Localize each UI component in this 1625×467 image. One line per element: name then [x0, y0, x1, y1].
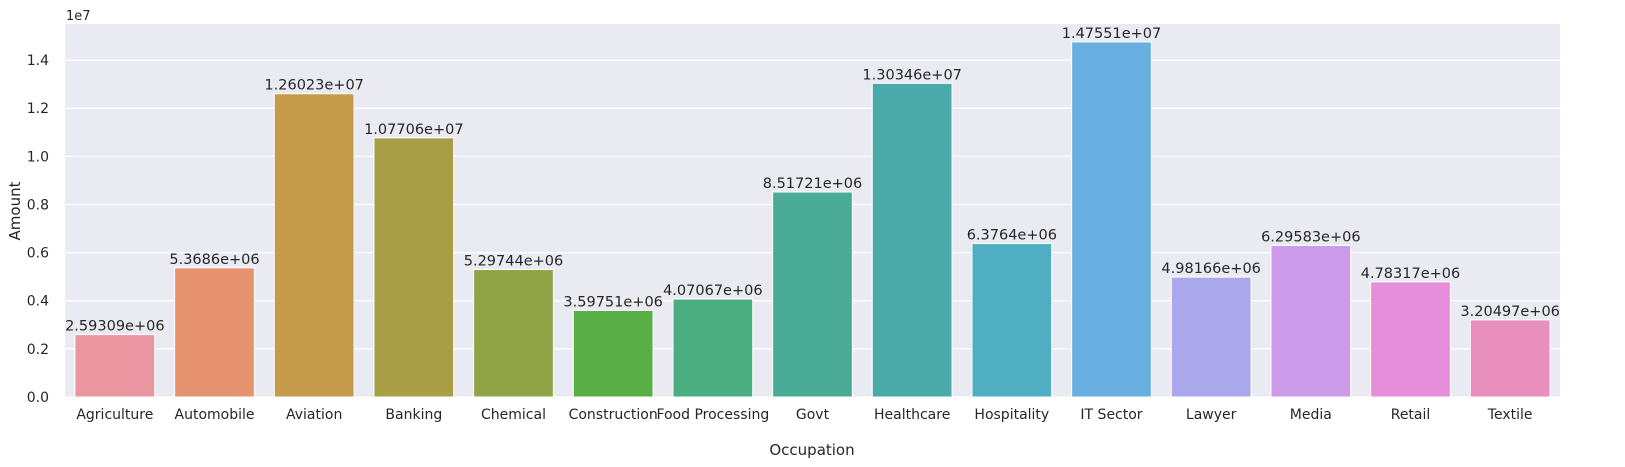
bar	[1270, 244, 1352, 398]
bar	[1071, 41, 1152, 398]
y-tick-label: 0.4	[27, 294, 49, 310]
x-tick-label: Automobile	[175, 407, 255, 423]
bar-data-label: 1.07706e+07	[364, 122, 463, 138]
bar	[473, 269, 554, 398]
y-tick-label: 1.0	[27, 149, 49, 165]
x-tick-label: Construction	[569, 407, 658, 423]
y-tick-label: 1.4	[27, 53, 49, 69]
y-tick-label: 0.0	[27, 390, 49, 406]
bar	[373, 137, 455, 398]
bar	[74, 334, 156, 398]
bar	[672, 298, 754, 398]
bars	[74, 41, 1551, 398]
y-tick-label: 0.6	[27, 246, 49, 262]
bar-data-label: 1.47551e+07	[1062, 26, 1161, 42]
bar	[572, 309, 654, 398]
x-tick-label: Retail	[1391, 407, 1431, 423]
bar	[871, 82, 953, 398]
y-offset-label: 1e7	[66, 9, 91, 24]
x-tick-label: Hospitality	[974, 407, 1049, 423]
x-tick-label: Agriculture	[76, 407, 153, 423]
bar-data-label: 4.07067e+06	[663, 283, 762, 299]
y-axis-label: Amount	[6, 181, 24, 240]
x-tick-labels: Agriculture Automobile Aviation Banking Chem…	[76, 407, 1532, 423]
bar-data-label: 1.26023e+07	[264, 78, 363, 94]
bar	[772, 191, 853, 398]
x-tick-label: Healthcare	[874, 407, 950, 423]
x-tick-label: Media	[1290, 407, 1332, 423]
bar	[1370, 281, 1451, 398]
x-tick-label: Banking	[385, 407, 442, 423]
bar-data-label: 3.59751e+06	[563, 294, 662, 310]
y-tick-labels: 0.0 0.2 0.4 0.6 0.8 1.0 1.2 1.4	[27, 53, 49, 406]
x-tick-label: Food Processing	[656, 407, 769, 423]
bar-data-label: 5.3686e+06	[169, 252, 259, 268]
y-tick-label: 1.2	[27, 101, 49, 117]
x-tick-label: Chemical	[481, 407, 546, 423]
bar	[971, 243, 1053, 398]
bar-data-label: 6.29583e+06	[1261, 229, 1360, 245]
x-axis-label: Occupation	[769, 441, 854, 459]
bar	[1170, 276, 1252, 398]
x-tick-label: IT Sector	[1080, 407, 1142, 423]
bar-data-label: 2.59309e+06	[65, 319, 164, 335]
bar-data-label: 6.3764e+06	[967, 228, 1057, 244]
bar-data-label: 3.20497e+06	[1460, 304, 1559, 320]
bar	[1469, 319, 1551, 398]
bar-data-label: 4.98166e+06	[1161, 261, 1260, 277]
x-tick-label: Lawyer	[1186, 407, 1237, 423]
bar-data-label: 5.29744e+06	[464, 254, 563, 270]
x-tick-label: Govt	[796, 407, 830, 423]
x-tick-label: Textile	[1487, 407, 1533, 423]
bar-data-label: 1.30346e+07	[862, 67, 961, 83]
bar	[174, 267, 255, 398]
bar-data-label: 8.51721e+06	[763, 176, 862, 192]
bar	[273, 93, 355, 398]
bar-data-label: 4.78317e+06	[1361, 266, 1460, 282]
bar-labels: 2.59309e+06 5.3686e+06 1.26023e+07 1.07706e…	[65, 26, 1560, 335]
x-tick-label: Aviation	[286, 407, 342, 423]
y-tick-label: 0.8	[27, 197, 49, 213]
y-tick-label: 0.2	[27, 342, 49, 358]
